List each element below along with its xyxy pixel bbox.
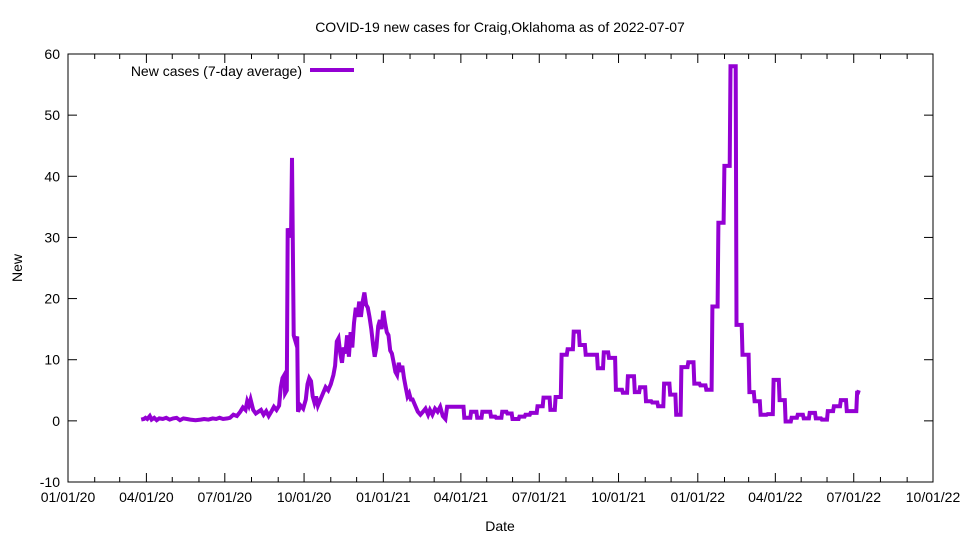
x-tick-label: 01/01/21	[356, 489, 411, 505]
y-tick-label: 60	[44, 46, 60, 62]
axis-ticks: -10 0 10 20 30 40 50 60 01/01/20 04/01/20 07/01/20…	[40, 46, 960, 505]
x-tick-label: 04/01/21	[434, 489, 489, 505]
x-tick-label: 10/01/20	[277, 489, 332, 505]
x-tick-label: 10/01/22	[906, 489, 960, 505]
y-axis-label: New	[9, 253, 25, 282]
series-line-new-cases	[140, 64, 861, 424]
x-tick-label: 07/01/22	[826, 489, 881, 505]
plot-frame	[67, 53, 934, 483]
x-axis-label: Date	[485, 518, 515, 534]
legend: New cases (7-day average)	[131, 63, 354, 79]
x-tick-label: 04/01/22	[748, 489, 803, 505]
y-tick-label: 40	[44, 168, 60, 184]
y-tick-label: 10	[44, 352, 60, 368]
x-tick-label: 07/01/21	[512, 489, 567, 505]
chart-title: COVID-19 new cases for Craig,Oklahoma as…	[315, 19, 685, 35]
y-tick-label: 0	[52, 413, 60, 429]
y-tick-label: 20	[44, 291, 60, 307]
x-tick-label: 01/01/20	[41, 489, 96, 505]
y-tick-label: -10	[40, 474, 60, 490]
x-tick-label: 07/01/20	[198, 489, 253, 505]
x-tick-label: 10/01/21	[591, 489, 646, 505]
y-tick-label: 30	[44, 229, 60, 245]
legend-label: New cases (7-day average)	[131, 63, 302, 79]
x-tick-label: 04/01/20	[119, 489, 174, 505]
y-tick-label: 50	[44, 107, 60, 123]
x-tick-label: 01/01/22	[671, 489, 726, 505]
